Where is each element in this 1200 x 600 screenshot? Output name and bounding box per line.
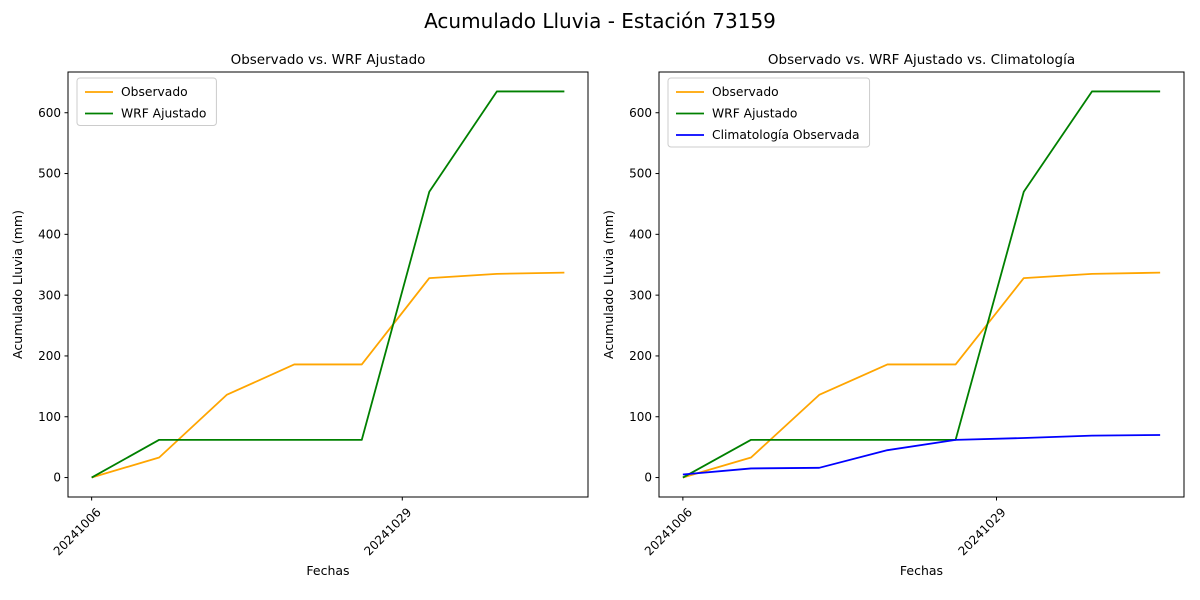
subplot-title: Observado vs. WRF Ajustado [231,52,426,68]
axes-frame [67,71,589,498]
y-tick-label: 400 [38,228,61,242]
figure-suptitle: Acumulado Lluvia - Estación 73159 [424,9,776,33]
climatologia-observada-line [682,434,1161,476]
wrf-ajustado-legend-label: WRF Ajustado [712,107,797,121]
y-tick-label: 500 [38,167,61,181]
y-tick-label: 200 [38,349,61,363]
wrf-ajustado-line [91,90,565,479]
x-tick-label: 20241029 [361,505,414,558]
x-tick-label: 20241006 [51,505,104,558]
right-chart: 0 100 200 300 400 500 600 20241006 20241029 Obser… [601,52,1185,578]
y-tick-label: 600 [38,106,61,120]
subplot-title: Observado vs. WRF Ajustado vs. Climatolo… [768,52,1075,68]
observado-legend-label: Observado [121,85,188,99]
y-tick-label: 200 [629,349,652,363]
x-axis-label: Fechas [306,563,349,578]
y-tick-label: 0 [53,471,61,485]
observado-line [682,271,1161,479]
y-tick-label: 0 [644,471,652,485]
legend: Observado WRF Ajustado [76,77,217,126]
x-tick-label: 20241006 [642,505,695,558]
y-tick-label: 300 [38,288,61,302]
observado-legend-label: Observado [712,85,779,99]
y-tick-label: 500 [629,167,652,181]
y-axis-label: Acumulado Lluvia (mm) [601,210,616,359]
y-tick-label: 100 [629,410,652,424]
left-chart: 0 100 200 300 400 500 600 20241006 20241029 Obser… [10,52,589,578]
y-tick-label: 300 [629,288,652,302]
x-axis-label: Fechas [900,563,943,578]
legend-frame [667,77,871,148]
wrf-ajustado-line [682,90,1161,479]
x-tick-label: 20241029 [956,505,1009,558]
y-tick-label: 100 [38,410,61,424]
y-axis-label: Acumulado Lluvia (mm) [10,210,25,359]
y-tick-label: 400 [629,228,652,242]
climatologia-observada-legend-label: Climatología Observada [712,128,860,142]
observado-line [91,271,565,479]
axes-frame [658,71,1185,498]
y-tick-label: 600 [629,106,652,120]
wrf-ajustado-legend-label: WRF Ajustado [121,107,206,121]
legend: Observado WRF Ajustado Climatología Observ… [667,77,871,148]
